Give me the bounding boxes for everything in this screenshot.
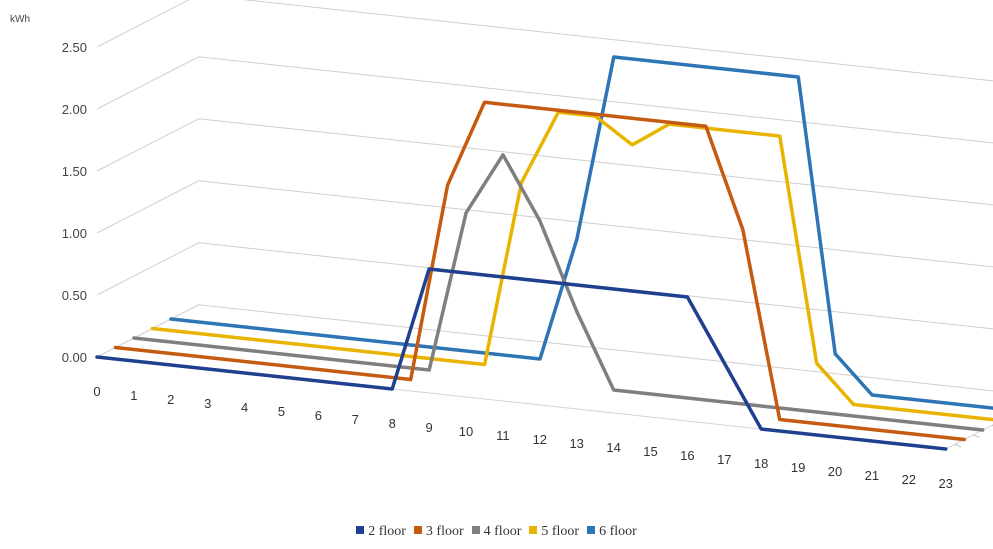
series-line-4-floor bbox=[132, 153, 985, 432]
x-tick-labels: 0 1 2 3 4 5 6 7 8 9 10 11 12 13 14 15 16 17 18 19 20 21 22 23 bbox=[93, 384, 953, 491]
x-tick-label: 8 bbox=[389, 416, 396, 431]
y-tick-label: 0.50 bbox=[62, 288, 87, 303]
gridline bbox=[96, 180, 993, 268]
legend-label: 2 floor bbox=[368, 524, 406, 539]
legend-swatch bbox=[356, 526, 365, 534]
series-line-6-floor bbox=[169, 55, 993, 410]
legend: 2 floor 3 floor 4 floor 5 floor 6 floor bbox=[0, 524, 993, 540]
x-tick-label: 12 bbox=[533, 432, 547, 447]
y-tick-labels: 0.00 0.50 1.00 1.50 2.00 2.50 bbox=[62, 40, 87, 365]
x-tick-label: 19 bbox=[791, 460, 805, 475]
depth-tick bbox=[954, 443, 962, 448]
x-tick-label: 18 bbox=[754, 456, 768, 471]
x-tick-label: 21 bbox=[865, 468, 879, 483]
legend-swatch bbox=[471, 526, 480, 534]
legend-item: 6 floor bbox=[587, 524, 637, 540]
x-tick-label: 7 bbox=[352, 412, 359, 427]
gridline bbox=[96, 0, 993, 82]
y-tick-label: 1.00 bbox=[62, 226, 87, 241]
legend-label: 5 floor bbox=[541, 524, 580, 539]
x-tick-label: 10 bbox=[459, 424, 473, 439]
x-tick-label: 17 bbox=[717, 452, 731, 467]
depth-tick bbox=[973, 434, 980, 439]
gridline bbox=[96, 242, 993, 330]
legend-item: 3 floor bbox=[413, 524, 464, 540]
x-tick-label: 1 bbox=[130, 388, 137, 403]
legend-label: 3 floor bbox=[425, 524, 464, 539]
x-tick-label: 14 bbox=[606, 440, 620, 455]
legend-swatch bbox=[587, 526, 596, 534]
x-tick-label: 5 bbox=[278, 404, 285, 419]
y-tick-label: 2.00 bbox=[62, 102, 87, 117]
chart-3d-line: 0.000.501.001.502.002.50 0 1 2 3 4 5 6 7 8 9 10 11 1… bbox=[10, 0, 993, 491]
unit-label: kWh bbox=[10, 14, 30, 25]
x-tick-label: 15 bbox=[643, 444, 657, 459]
legend-label: 4 floor bbox=[483, 524, 522, 539]
legend-swatch bbox=[413, 526, 422, 534]
x-tick-label: 0 bbox=[93, 384, 100, 399]
legend-swatch bbox=[529, 526, 538, 534]
x-tick-label: 20 bbox=[828, 464, 842, 479]
series-line-2-floor bbox=[95, 267, 948, 451]
series-line-3-floor bbox=[113, 100, 966, 442]
x-tick-label: 3 bbox=[204, 396, 211, 411]
gridline bbox=[96, 304, 993, 392]
x-tick-label: 9 bbox=[425, 420, 432, 435]
y-tick-label: 2.50 bbox=[62, 40, 87, 55]
x-tick-label: 22 bbox=[902, 472, 916, 487]
series-lines bbox=[95, 55, 993, 451]
gridline bbox=[96, 56, 993, 144]
legend-item: 5 floor bbox=[529, 524, 579, 540]
y-tick-label: 1.50 bbox=[62, 164, 87, 179]
series-line-5-floor bbox=[150, 110, 993, 422]
y-tick-label: 0.00 bbox=[62, 350, 87, 365]
x-tick-label: 13 bbox=[569, 436, 583, 451]
x-tick-label: 11 bbox=[496, 428, 510, 443]
x-tick-label: 23 bbox=[938, 476, 952, 491]
gridlines bbox=[96, 0, 993, 392]
x-tick-label: 2 bbox=[167, 392, 174, 407]
x-tick-label: 16 bbox=[680, 448, 694, 463]
x-tick-label: 6 bbox=[315, 408, 322, 423]
legend-label: 6 floor bbox=[599, 524, 637, 539]
legend-item: 2 floor bbox=[356, 524, 406, 540]
gridline bbox=[96, 118, 993, 206]
x-tick-label: 4 bbox=[241, 400, 248, 415]
legend-item: 4 floor bbox=[471, 524, 522, 540]
